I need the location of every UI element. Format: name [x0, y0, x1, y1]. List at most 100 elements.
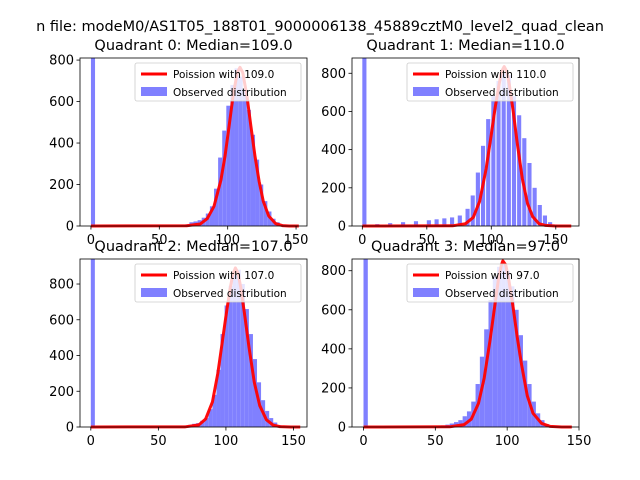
histogram-bar	[518, 335, 523, 427]
histogram-bar	[470, 195, 475, 226]
histogram-bar	[527, 163, 532, 226]
histogram-bar	[212, 394, 217, 427]
histogram-bar	[226, 105, 231, 226]
legend: Poission with 97.0 Observed distribution	[406, 263, 574, 303]
subplot-0: 0 200 400 600 800 0 50 100 150 Quadrant 0: Median…	[49, 38, 308, 248]
x-tick-label: 100	[214, 434, 239, 449]
histogram-bar	[263, 201, 268, 226]
histogram-bar	[208, 409, 213, 427]
histogram-bar	[413, 221, 419, 226]
histogram-bar	[542, 215, 548, 226]
legend-label-observed: Observed distribution	[445, 288, 559, 300]
histogram-bar	[242, 89, 247, 226]
subplot-title: Quadrant 0: Median=109.0	[94, 38, 292, 54]
histogram-bar	[497, 266, 502, 427]
histogram-bar	[90, 58, 96, 226]
y-tick-label: 600	[321, 303, 346, 318]
subplot-1: 0 200 400 600 800 0 50 100 150 Quadrant 1: Median…	[321, 38, 580, 248]
histogram-bar	[234, 68, 239, 227]
axes-frame	[79, 57, 308, 227]
legend-label-poisson: Poission with 110.0	[445, 69, 546, 81]
legend-label-poisson: Poission with 97.0	[445, 270, 540, 282]
histogram-bar	[462, 416, 467, 427]
y-tick-label: 800	[321, 67, 346, 82]
histogram-bar	[548, 222, 553, 226]
histogram-bar	[214, 188, 219, 226]
x-tick-label: 150	[284, 233, 309, 248]
subplot-title: Quadrant 1: Median=110.0	[366, 38, 564, 54]
histogram-bar	[465, 208, 470, 226]
legend: Poission with 110.0 Observed distribution	[406, 62, 574, 102]
x-tick-label: 150	[543, 233, 568, 248]
figure-suptitle: n file: modeM0/AS1T05_188T01_9000006138_…	[36, 19, 604, 35]
histogram-bar	[222, 130, 227, 226]
histogram-bar	[501, 73, 506, 226]
legend-box	[406, 62, 574, 102]
histogram-bar	[517, 115, 522, 226]
histogram-bar	[491, 96, 496, 226]
y-tick-label: 800	[49, 278, 74, 293]
y-tick-label: 0	[66, 220, 74, 235]
x-tick-label: 50	[151, 233, 168, 248]
x-tick-label: 100	[479, 233, 504, 248]
histogram-bar	[250, 134, 256, 226]
y-tick-label: 0	[338, 421, 346, 436]
histogram-bar	[232, 275, 237, 427]
histogram-bars	[90, 58, 288, 227]
legend-box	[406, 263, 574, 303]
histogram-bar	[537, 205, 542, 226]
legend-box	[134, 62, 302, 102]
histogram-bar	[506, 75, 511, 226]
y-tick-label: 400	[321, 143, 346, 158]
x-tick-label: 0	[87, 434, 95, 449]
y-tick-label: 200	[321, 381, 346, 396]
histogram-bar	[401, 222, 406, 226]
histogram-bar	[90, 259, 95, 427]
histogram-bar	[363, 259, 368, 427]
histogram-bar	[475, 172, 480, 226]
histogram-bar	[501, 264, 506, 427]
x-tick-label: 50	[427, 434, 444, 449]
y-tick-label: 400	[49, 349, 74, 364]
histogram-bar	[450, 217, 455, 226]
histogram-bar	[362, 58, 367, 226]
axes-frame	[351, 258, 580, 428]
histogram-bar	[204, 418, 209, 427]
subplot-2: 0 200 400 600 800 0 50 100 150 Quadrant 2: Median…	[49, 239, 308, 449]
histogram-bar	[457, 215, 462, 226]
histogram-bar	[238, 76, 243, 227]
histogram-bar	[458, 420, 463, 427]
axes-frame	[79, 258, 308, 428]
y-tick-label: 200	[321, 181, 346, 196]
subplot-3: 0 200 400 600 800 0 50 100 150 Quadrant 3: Median…	[321, 239, 591, 449]
subplot-title: Quadrant 2: Median=107.0	[94, 239, 292, 255]
histogram-bar	[486, 119, 491, 226]
x-tick-label: 150	[567, 434, 592, 449]
y-tick-label: 600	[49, 95, 74, 110]
subplot-title: Quadrant 3: Median=97.0	[371, 239, 560, 255]
legend-label-observed: Observed distribution	[173, 87, 287, 99]
y-tick-label: 400	[321, 342, 346, 357]
x-tick-label: 100	[215, 233, 240, 248]
y-tick-label: 600	[321, 105, 346, 120]
histogram-bar	[532, 187, 537, 226]
y-tick-label: 400	[49, 137, 74, 152]
histogram-bar	[230, 84, 235, 227]
histogram-bar	[224, 305, 229, 427]
histogram-bar	[505, 270, 511, 427]
histogram-bar	[492, 276, 498, 427]
y-tick-label: 600	[49, 313, 74, 328]
histogram-bar	[246, 109, 251, 226]
histogram-bars	[362, 58, 563, 226]
histogram-bar	[442, 218, 447, 226]
histogram-bar	[228, 285, 233, 427]
histogram-bar	[510, 286, 515, 427]
histogram-bar	[220, 334, 225, 427]
histogram-bar	[216, 369, 221, 427]
x-tick-label: 50	[150, 434, 167, 449]
legend-bar-swatch	[141, 87, 167, 96]
y-tick-label: 800	[49, 54, 74, 69]
legend-box	[134, 263, 302, 303]
y-tick-label: 200	[49, 178, 74, 193]
histogram-bar	[248, 334, 253, 427]
